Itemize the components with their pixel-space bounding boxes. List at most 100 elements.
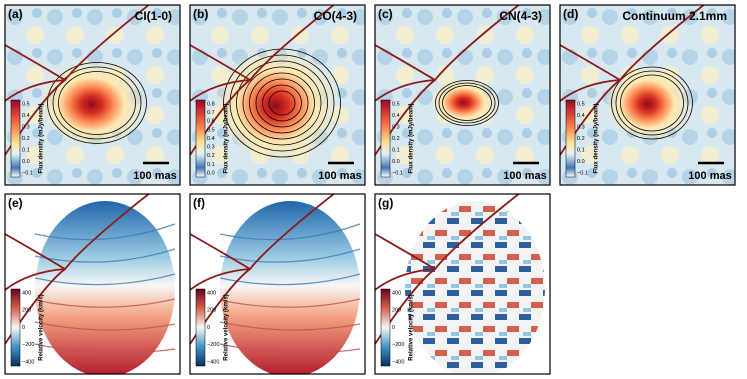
colorbar-tick-label: 0.4 <box>207 136 215 142</box>
caustic-curve <box>5 194 151 345</box>
colorbar-label: Flux density (mJy/beam) <box>224 103 230 173</box>
contour <box>620 74 684 132</box>
contour <box>242 66 322 140</box>
panel-frame <box>4 4 181 186</box>
panel-label: (g) <box>378 196 393 210</box>
colorbar-tick-label: −200 <box>22 342 34 348</box>
emission-blob <box>42 55 152 145</box>
colorbar-tick-label: 0.5 <box>22 101 30 107</box>
contour <box>442 85 492 121</box>
contour <box>236 60 328 146</box>
map <box>375 194 550 374</box>
colorbar <box>10 288 21 367</box>
colorbar-tick-label: 0 <box>22 325 25 331</box>
scale-bar-label: 100 mas <box>688 170 731 182</box>
panel-frame <box>374 193 551 375</box>
caustic-curve <box>5 5 151 156</box>
panel-frame <box>189 193 366 375</box>
panel-title: Continuum 2.1mm <box>622 9 727 23</box>
colorbar-tick-label: 400 <box>22 290 31 296</box>
velocity-field <box>405 201 545 374</box>
colorbar-tick-label: 0.1 <box>392 147 400 153</box>
colorbar-tick-label: 0.2 <box>392 136 400 142</box>
map <box>190 194 365 374</box>
map <box>560 5 735 185</box>
colorbar-tick-label: −200 <box>207 342 219 348</box>
colorbar-label: Relative velocity (km/s) <box>39 294 45 360</box>
caustic-curve <box>375 5 521 156</box>
colorbar-tick-label: 0.0 <box>392 159 400 165</box>
panel: (c) CN(4-3) 100 mas 0.5 0.4 0.3 0.2 0.1 0.0 −0.1 F… <box>374 4 551 186</box>
contour <box>47 62 147 144</box>
colorbar-tick-label: −400 <box>392 359 404 365</box>
colorbar-tick-label: 0.0 <box>22 159 30 165</box>
panel-title: CN(4-3) <box>499 9 542 23</box>
colorbar-label: Relative velocity (km/s) <box>409 294 415 360</box>
contour <box>262 84 302 122</box>
colorbar <box>565 99 576 178</box>
colorbar-tick-label: 0 <box>392 325 395 331</box>
scale-bar-label: 100 mas <box>133 170 176 182</box>
panel-label: (f) <box>193 196 205 210</box>
panel-frame <box>4 193 181 375</box>
colorbar <box>10 99 21 178</box>
isovelocity <box>219 343 361 354</box>
colorbar <box>380 99 391 178</box>
colorbar-tick-label: 400 <box>392 290 401 296</box>
velocity-field <box>35 201 175 374</box>
panel: (b) CO(4-3) 100 mas 0.8 0.7 0.6 0.5 0.4 0.3 0.2 0.… <box>189 4 366 186</box>
colorbar-label: Flux density (mJy/beam) <box>409 103 415 173</box>
isovelocity <box>34 321 176 331</box>
colorbar-tick-label: 0.4 <box>22 113 30 119</box>
colorbar-tick-label: −0.1 <box>22 170 33 176</box>
colorbar <box>195 99 206 178</box>
colorbar-tick-label: 0.6 <box>207 119 215 125</box>
colorbar-tick-label: 0.2 <box>207 153 215 159</box>
colorbar-tick-label: −400 <box>207 359 219 365</box>
colorbar-tick-label: −200 <box>392 342 404 348</box>
colorbar-tick-label: 0.3 <box>577 124 585 130</box>
colorbar <box>195 288 206 367</box>
colorbar-tick-label: 200 <box>207 308 216 314</box>
panel-label: (b) <box>193 7 208 21</box>
caustic-curve <box>190 194 336 345</box>
contour <box>438 82 496 124</box>
colorbar-tick-label: 0.3 <box>22 124 30 130</box>
colorbar-tick-label: 0.0 <box>207 170 215 176</box>
panel: (g) 400 200 0 −200 −400 Relative velocity (km/… <box>374 193 551 375</box>
isovelocity <box>34 298 176 308</box>
contour <box>435 80 499 126</box>
isovelocity <box>219 321 361 331</box>
isovelocity <box>219 248 361 263</box>
contour <box>268 90 296 116</box>
panel-title: CI(1-0) <box>135 9 172 23</box>
panel-frame <box>189 4 366 186</box>
colorbar-tick-label: 0.1 <box>207 162 215 168</box>
contour <box>255 78 309 128</box>
map <box>5 194 180 374</box>
isovelocity <box>219 273 361 286</box>
colorbar-label: Flux density (mJy/beam) <box>594 103 600 173</box>
scale-bar-label: 100 mas <box>318 170 361 182</box>
colorbar-tick-label: 0.5 <box>392 101 400 107</box>
isovelocity <box>219 223 361 241</box>
colorbar-tick-label: 0.1 <box>577 147 585 153</box>
panel: (d) Continuum 2.1mm 100 mas 0.5 0.4 0.3 0.2 0.1… <box>559 4 736 186</box>
colorbar-tick-label: 0.3 <box>392 124 400 130</box>
caustic-curve <box>560 5 706 156</box>
contour <box>229 54 335 152</box>
colorbar-tick-label: 0.0 <box>577 159 585 165</box>
map <box>190 5 365 185</box>
emission-blob <box>217 40 347 160</box>
colorbar-tick-label: 0.5 <box>207 127 215 133</box>
contour <box>58 71 136 135</box>
panel: (e) 400 200 0 −200 −400 Relative velocity (km/… <box>4 193 181 375</box>
velocity-field <box>220 201 360 374</box>
panel: (f) 400 200 0 −200 −400 Relative velocity (km/… <box>189 193 366 375</box>
map <box>5 5 180 185</box>
colorbar <box>380 288 391 367</box>
map <box>375 5 550 185</box>
isovelocity <box>34 223 176 241</box>
panel: (a) CI(1-0) 100 mas 0.5 0.4 0.3 0.2 0.1 0.0 −0.1 F… <box>4 4 181 186</box>
